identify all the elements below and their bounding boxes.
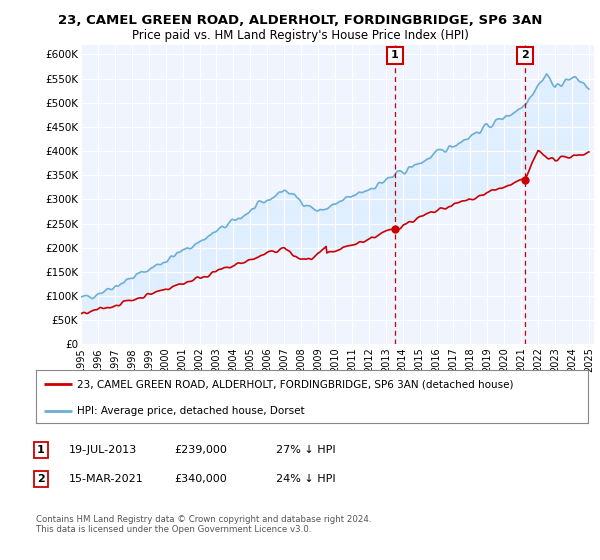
Text: 2: 2 <box>37 474 44 484</box>
Text: 15-MAR-2021: 15-MAR-2021 <box>69 474 144 484</box>
Text: 1: 1 <box>391 50 399 60</box>
Text: 27% ↓ HPI: 27% ↓ HPI <box>276 445 335 455</box>
Text: 2: 2 <box>521 50 529 60</box>
Text: This data is licensed under the Open Government Licence v3.0.: This data is licensed under the Open Gov… <box>36 525 311 534</box>
Text: 1: 1 <box>37 445 44 455</box>
Text: £239,000: £239,000 <box>174 445 227 455</box>
Text: £340,000: £340,000 <box>174 474 227 484</box>
Text: 23, CAMEL GREEN ROAD, ALDERHOLT, FORDINGBRIDGE, SP6 3AN (detached house): 23, CAMEL GREEN ROAD, ALDERHOLT, FORDING… <box>77 380 514 390</box>
Text: 24% ↓ HPI: 24% ↓ HPI <box>276 474 335 484</box>
Text: HPI: Average price, detached house, Dorset: HPI: Average price, detached house, Dors… <box>77 406 305 416</box>
Text: Contains HM Land Registry data © Crown copyright and database right 2024.: Contains HM Land Registry data © Crown c… <box>36 515 371 524</box>
Text: 23, CAMEL GREEN ROAD, ALDERHOLT, FORDINGBRIDGE, SP6 3AN: 23, CAMEL GREEN ROAD, ALDERHOLT, FORDING… <box>58 14 542 27</box>
Text: Price paid vs. HM Land Registry's House Price Index (HPI): Price paid vs. HM Land Registry's House … <box>131 29 469 42</box>
Text: 19-JUL-2013: 19-JUL-2013 <box>69 445 137 455</box>
